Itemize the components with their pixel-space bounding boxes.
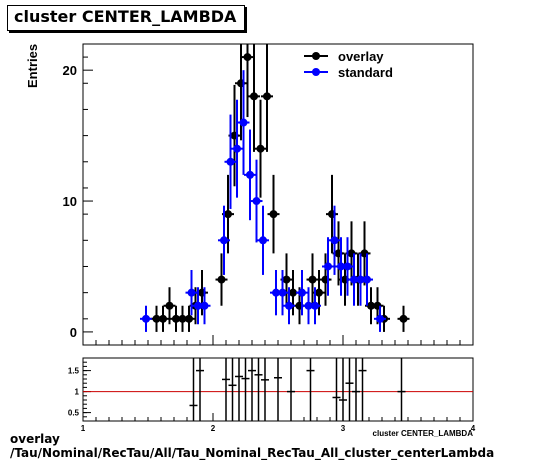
data-point-standard bbox=[298, 288, 306, 297]
y-tick-label: 20 bbox=[63, 63, 77, 78]
data-point-overlay bbox=[172, 314, 180, 323]
data-point-standard bbox=[311, 301, 319, 310]
data-point-overlay bbox=[367, 301, 375, 310]
y-tick-label: 0 bbox=[70, 325, 77, 340]
data-point-standard bbox=[343, 262, 352, 271]
data-point-standard bbox=[285, 301, 293, 310]
data-point-standard bbox=[350, 275, 358, 284]
data-point-standard bbox=[200, 301, 209, 310]
data-point-standard bbox=[376, 314, 384, 323]
data-point-standard bbox=[246, 170, 254, 179]
data-point-overlay bbox=[165, 301, 174, 310]
main-plot-border bbox=[82, 43, 474, 346]
data-point-overlay bbox=[185, 314, 193, 323]
data-point-overlay bbox=[152, 314, 161, 323]
data-point-overlay bbox=[217, 275, 226, 284]
main-plot-axes: 0 10 20 Entries bbox=[25, 44, 474, 346]
data-point-standard bbox=[363, 275, 371, 284]
data-point-standard bbox=[272, 288, 280, 297]
data-point-standard bbox=[259, 236, 267, 245]
data-point-overlay bbox=[308, 275, 317, 284]
data-point-overlay bbox=[269, 210, 278, 219]
data-point-standard bbox=[233, 144, 241, 153]
x-tick-label: 4 bbox=[471, 424, 476, 433]
data-point-standard bbox=[252, 197, 261, 206]
data-point-standard bbox=[337, 262, 345, 271]
title-box bbox=[7, 5, 245, 31]
data-point-overlay bbox=[250, 92, 258, 101]
main-plot-frame bbox=[82, 43, 474, 346]
legend-marker-overlay bbox=[312, 52, 320, 60]
data-point-overlay bbox=[282, 275, 291, 284]
legend-label-overlay: overlay bbox=[338, 49, 384, 64]
data-point-standard bbox=[330, 236, 339, 245]
x-tick-label: 2 bbox=[211, 424, 216, 433]
y-axis-label: Entries bbox=[25, 44, 40, 88]
data-point-standard bbox=[220, 236, 228, 245]
ratio-y-tick-label: 1 bbox=[75, 388, 80, 397]
data-point-overlay bbox=[263, 92, 271, 101]
legend-marker-standard bbox=[312, 68, 320, 76]
data-point-standard bbox=[239, 118, 248, 127]
data-point-standard bbox=[194, 301, 202, 310]
data-point-standard bbox=[187, 288, 196, 297]
data-point-overlay bbox=[159, 314, 167, 323]
x-axis-label: cluster CENTER_LAMBDA bbox=[373, 429, 474, 438]
main-plot-data bbox=[140, 44, 410, 332]
data-point-standard bbox=[278, 288, 287, 297]
legend-label-standard: standard bbox=[338, 65, 393, 80]
data-point-standard bbox=[324, 262, 332, 271]
footer-label: overlay bbox=[10, 432, 60, 446]
data-point-overlay bbox=[224, 210, 232, 219]
data-point-overlay bbox=[256, 144, 265, 153]
data-point-standard bbox=[304, 301, 313, 310]
data-point-standard bbox=[226, 157, 235, 166]
ratio-plot-data bbox=[83, 358, 473, 421]
x-tick-label: 1 bbox=[81, 424, 86, 433]
data-point-standard bbox=[142, 314, 150, 323]
ratio-y-tick-label: 1.5 bbox=[68, 367, 80, 376]
data-point-standard bbox=[356, 275, 365, 284]
data-point-overlay bbox=[315, 288, 323, 297]
data-point-overlay bbox=[178, 314, 187, 323]
data-point-overlay bbox=[243, 53, 252, 62]
x-tick-label: 3 bbox=[341, 424, 346, 433]
footer-path: /Tau/Nominal/RecTau/All/Tau_Nominal_RecT… bbox=[10, 446, 495, 460]
y-tick-label: 10 bbox=[63, 194, 77, 209]
data-point-overlay bbox=[399, 314, 408, 323]
data-point-overlay bbox=[289, 288, 297, 297]
ratio-y-tick-label: 0.5 bbox=[68, 409, 80, 418]
chart-title: cluster CENTER_LAMBDA bbox=[14, 7, 237, 26]
